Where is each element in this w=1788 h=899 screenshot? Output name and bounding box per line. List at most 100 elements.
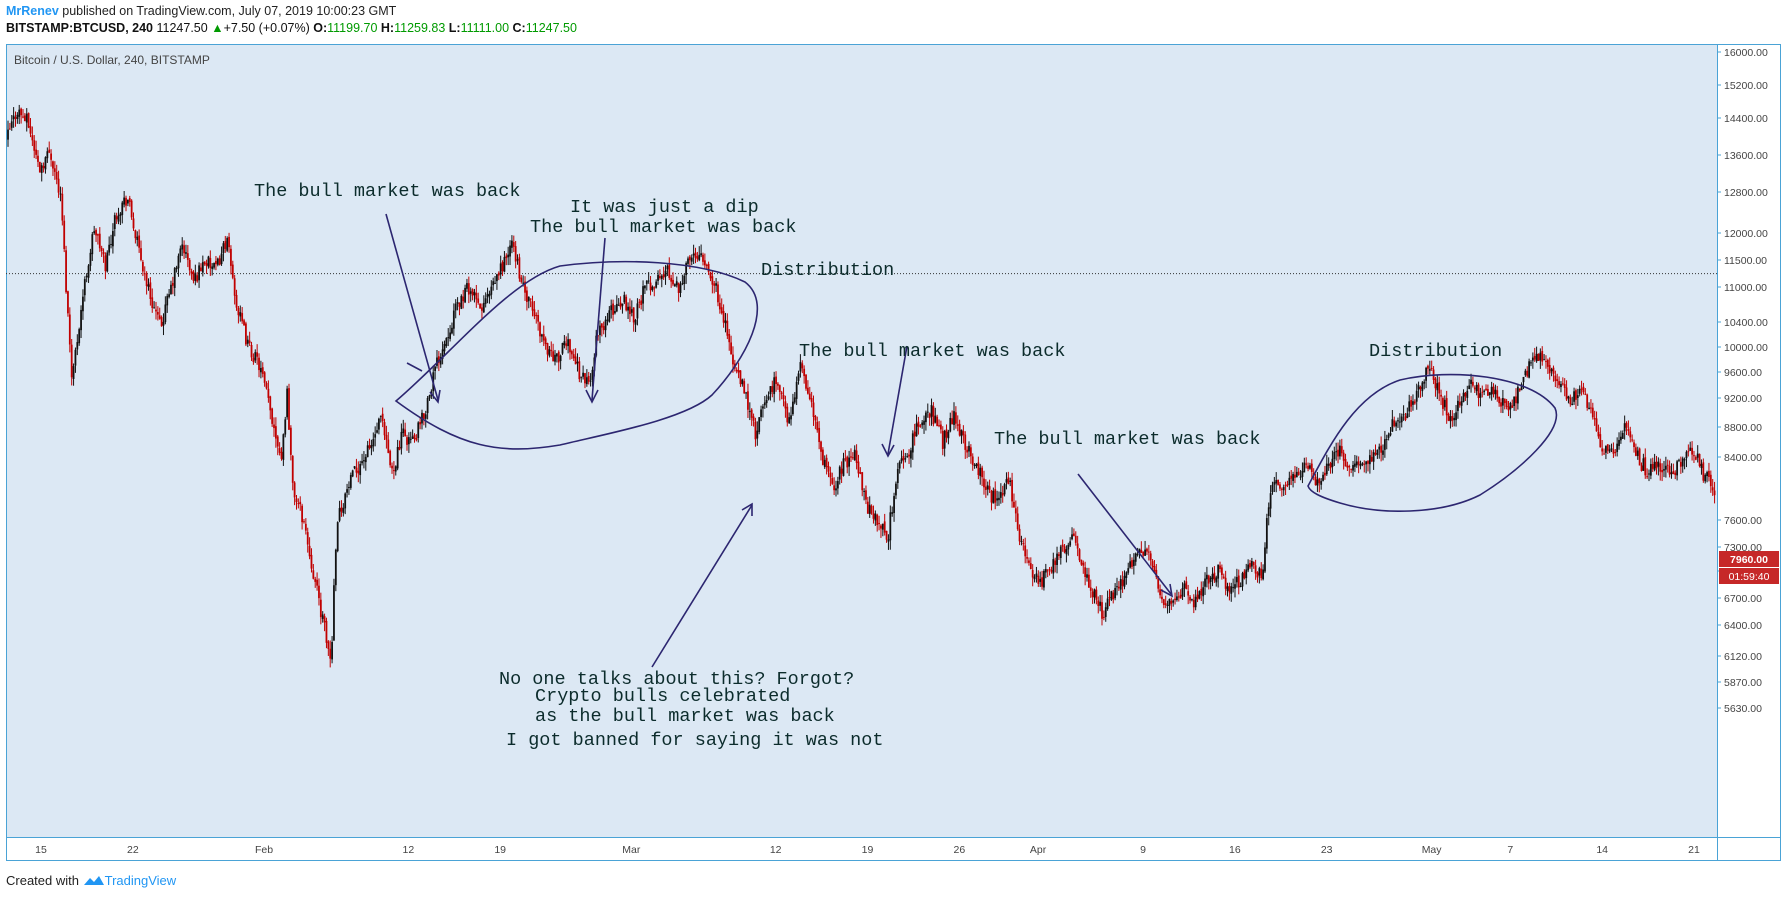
bear-candle (919, 423, 922, 428)
bull-candle (793, 392, 796, 405)
bear-candle (632, 307, 635, 332)
price-axis[interactable] (1717, 44, 1781, 837)
annotation-bull-back-1[interactable]: The bull market was back (254, 181, 520, 202)
bull-candle (943, 429, 946, 457)
bear-candle (458, 302, 461, 316)
bull-candle (1387, 432, 1390, 441)
bull-candle (627, 302, 629, 319)
arrow-icon-1[interactable] (385, 213, 441, 404)
bear-candle (526, 286, 528, 311)
annotation-bulls-celebrated[interactable]: Crypto bulls celebrated (535, 686, 790, 707)
bear-candle (1207, 574, 1210, 590)
arrow-icon-5[interactable] (1077, 473, 1174, 598)
bear-candle (160, 315, 163, 327)
bull-candle (110, 234, 112, 249)
bear-candle (1593, 410, 1596, 426)
bear-candle (1076, 535, 1079, 557)
bear-candle (462, 289, 465, 309)
bull-candle (1093, 588, 1096, 604)
bear-candle (1526, 366, 1529, 378)
bear-candle (1548, 357, 1551, 380)
time-axis[interactable] (6, 837, 1717, 861)
author-link[interactable]: MrRenev (6, 4, 59, 18)
annotation-bull-back-3[interactable]: The bull market was back (799, 341, 1065, 362)
bear-candle (263, 371, 266, 387)
bear-candle (1151, 559, 1154, 570)
bear-candle (1089, 579, 1092, 598)
bear-candle (722, 304, 725, 328)
bear-candle (1121, 571, 1124, 593)
bull-candle (473, 288, 476, 303)
bear-candle (1694, 455, 1697, 461)
annotation-distribution-2[interactable]: Distribution (1369, 341, 1502, 362)
bear-candle (1672, 463, 1675, 475)
bar-countdown-label: 01:59:40 (1729, 571, 1770, 583)
bull-candle (1365, 460, 1368, 474)
annotation-no-one-talks[interactable]: No one talks about this? Forgot? (499, 669, 854, 690)
bull-candle (1282, 484, 1285, 496)
distribution-ellipse-1[interactable] (394, 260, 759, 450)
bear-candle (138, 229, 141, 253)
price-tick-label: 14400.00 (1724, 113, 1768, 125)
time-tick-label: Apr (1030, 844, 1047, 856)
bear-candle (966, 446, 969, 459)
bear-candle (1187, 584, 1190, 605)
bull-candle (1560, 381, 1562, 393)
bull-candle (147, 278, 150, 291)
bear-candle (1404, 412, 1407, 422)
annotation-bull-back-2[interactable]: The bull market was back (530, 217, 796, 238)
bear-candle (1277, 479, 1279, 486)
price-tick-label: 12000.00 (1724, 228, 1768, 240)
bull-candle (1539, 348, 1542, 369)
bear-candle (68, 307, 71, 353)
bull-candle (121, 200, 124, 224)
bear-candle (241, 307, 244, 324)
tradingview-link[interactable]: TradingView (104, 873, 177, 888)
bull-candle (1181, 582, 1184, 600)
bear-candle (1073, 528, 1075, 537)
bull-candle (441, 341, 444, 365)
annotation-got-banned[interactable]: I got banned for saying it was not (506, 730, 883, 751)
bear-candle (1447, 412, 1450, 422)
bear-candle (971, 453, 974, 471)
bull-candle (921, 420, 924, 429)
bull-candle (25, 108, 28, 132)
bull-candle (896, 462, 899, 489)
annotation-bull-back-4[interactable]: The bull market was back (994, 429, 1260, 450)
bear-candle (1026, 549, 1028, 564)
bear-candle (1507, 400, 1510, 417)
bear-candle (872, 505, 875, 524)
bear-candle (902, 449, 905, 469)
bull-candle (608, 306, 611, 323)
bull-candle (1316, 472, 1319, 492)
bull-candle (621, 303, 624, 314)
arrow-icon-4[interactable] (881, 345, 908, 458)
bear-candle (1078, 548, 1081, 563)
bull-candle (1689, 441, 1692, 451)
bull-candle (657, 270, 659, 285)
bull-candle (1209, 575, 1212, 590)
bear-candle (1256, 571, 1259, 583)
annotation-as-bull-back[interactable]: as the bull market was back (535, 706, 835, 727)
bear-candle (600, 323, 603, 337)
distribution-ellipse-2[interactable] (1307, 373, 1558, 512)
chart-pane[interactable] (6, 44, 1717, 837)
arrow-icon-2[interactable] (585, 237, 606, 404)
price-tick-label: 9200.00 (1724, 393, 1762, 405)
bear-candle (840, 461, 843, 483)
bull-candle (925, 410, 927, 431)
bear-candle (1591, 402, 1594, 420)
annotation-just-a-dip[interactable]: It was just a dip (570, 197, 759, 218)
bull-candle (1183, 580, 1186, 597)
arrow-icon-3[interactable] (651, 502, 753, 668)
price-tick-label: 11000.00 (1724, 282, 1767, 294)
bull-candle (166, 293, 169, 313)
bull-candle (900, 450, 903, 464)
bear-candle (1486, 384, 1489, 396)
bear-candle (1286, 480, 1289, 488)
bull-candle (630, 300, 633, 317)
bear-candle (1061, 539, 1064, 552)
bull-candle (376, 422, 378, 434)
annotation-distribution-1[interactable]: Distribution (761, 260, 894, 281)
